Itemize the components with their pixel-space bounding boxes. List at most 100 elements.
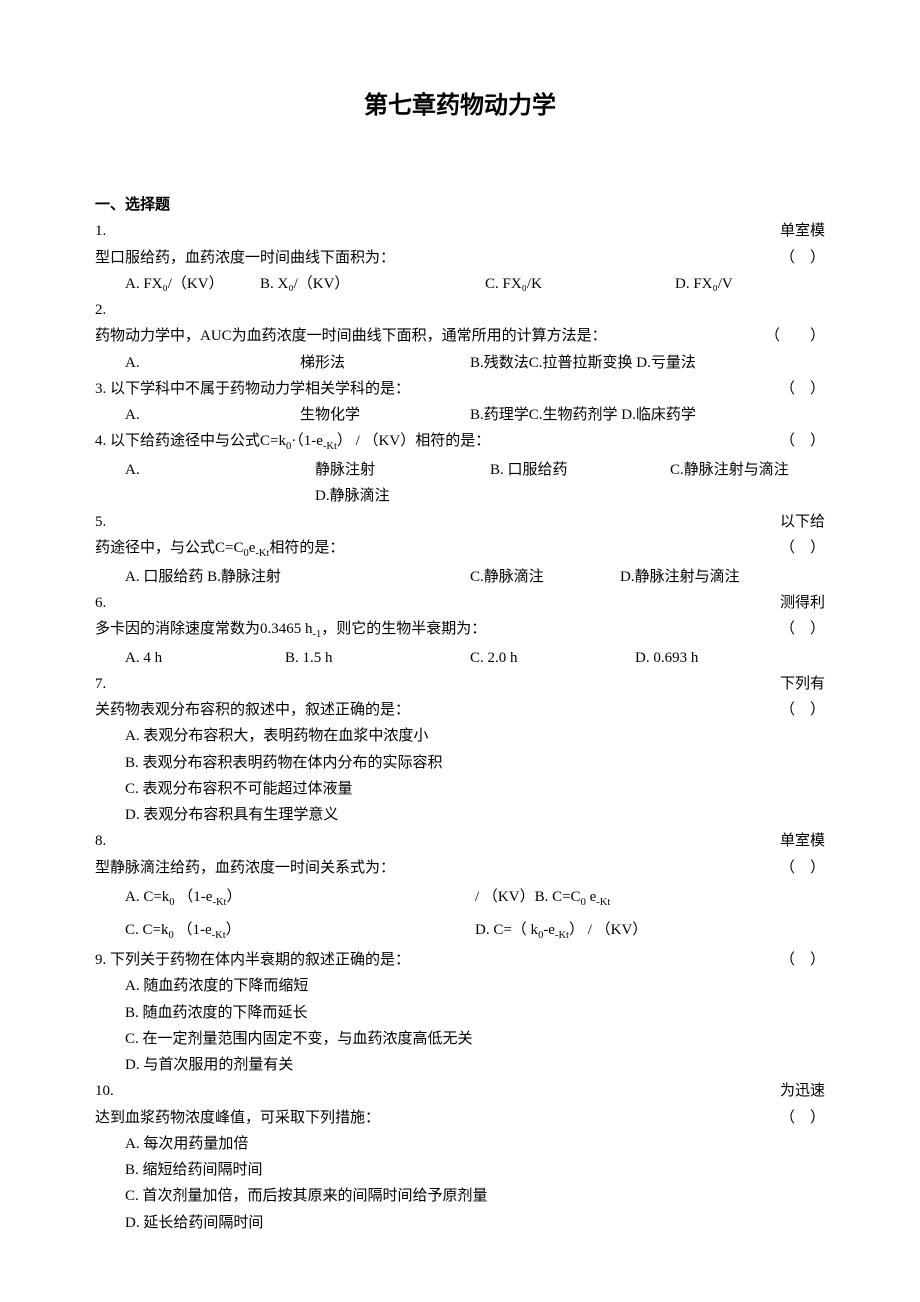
q6-pre: 多卡因的消除速度常数为0.3465 h (95, 621, 313, 637)
q9-optD: D. 与首次服用的剂量有关 (95, 1052, 825, 1078)
q2-body: 药物动力学中，AUC为血药浓度一时间曲线下面积，通常所用的计算方法是： (95, 323, 765, 349)
q7-num: 7. (95, 671, 780, 697)
q5-exp: -Kt (255, 548, 269, 559)
q7-optB: B. 表观分布容积表明药物在体内分布的实际容积 (95, 750, 825, 776)
q10-optA: A. 每次用药量加倍 (95, 1131, 825, 1157)
q6-optC: C. 2.0 h (470, 645, 635, 671)
q6-post: ，则它的生物半衰期为： (321, 621, 486, 637)
q8a-post: ） (226, 889, 241, 905)
q6-num: 6. (95, 590, 780, 616)
q1-tail: 单室模 (780, 218, 825, 244)
q6-tail: 测得利 (780, 590, 825, 616)
question-6: 6. 测得利 多卡因的消除速度常数为0.3465 h-1，则它的生物半衰期为： … (95, 590, 825, 671)
question-10: 10. 为迅速 达到血浆药物浓度峰值，可采取下列措施： （ ） A. 每次用药量… (95, 1078, 825, 1236)
q4-body: 4. 以下给药途径中与公式C=k0·（1-e-Kt） / （KV）相符的是： (95, 428, 780, 456)
question-1: 1. 单室模 型口服给药，血药浓度一时间曲线下面积为： （ ） A. FX₀/（… (95, 218, 825, 297)
q1-optB: B. X₀/（KV） (260, 271, 485, 297)
q8-tail: 单室模 (780, 828, 825, 854)
q5-paren: （ ） (780, 535, 825, 561)
q2-num: 2. (95, 297, 825, 323)
question-5: 5. 以下给 药途径中，与公式C=C0e-Kt相符的是： （ ） A. 口服给药… (95, 509, 825, 590)
question-4: 4. 以下给药途径中与公式C=k0·（1-e-Kt） / （KV）相符的是： （… (95, 428, 825, 509)
q10-body: 达到血浆药物浓度峰值，可采取下列措施： (95, 1105, 780, 1131)
q8b-exp: -Kt (596, 897, 610, 908)
q4-post: ） / （KV）相符的是： (337, 433, 490, 449)
q8b-mid: e (586, 889, 596, 905)
q4-pre: 4. 以下给药途径中与公式C=k (95, 433, 286, 449)
q8-num: 8. (95, 828, 780, 854)
q10-optD: D. 延长给药间隔时间 (95, 1210, 825, 1236)
q1-optC: C. FX₀/K (485, 271, 675, 297)
q8c-post: ） (226, 922, 241, 938)
q5-optA: A. 口服给药 B.静脉注射 (125, 564, 470, 590)
q8d-post: ） / （KV） (569, 922, 647, 938)
q10-optB: B. 缩短给药间隔时间 (95, 1157, 825, 1183)
q2-optRest: B.残数法C.拉普拉斯变换 D.亏量法 (470, 350, 696, 376)
q3-optRest: B.药理学C.生物药剂学 D.临床药学 (470, 402, 696, 428)
q7-optD: D. 表观分布容积具有生理学意义 (95, 802, 825, 828)
q5-pre: 药途径中，与公式C=C (95, 540, 243, 556)
q10-paren: （ ） (780, 1105, 825, 1131)
section-heading: 一、选择题 (95, 192, 825, 218)
q8-paren: （ ） (780, 855, 825, 881)
q3-optA: A. (125, 402, 300, 428)
q8d-mid: -e (543, 922, 555, 938)
q8d-exp: -Kt (555, 930, 569, 941)
q2-optA-label: 梯形法 (300, 350, 470, 376)
q10-optC: C. 首次剂量加倍，而后按其原来的间隔时间给予原剂量 (95, 1183, 825, 1209)
q1-paren: （ ） (780, 245, 825, 271)
q4-paren: （ ） (780, 428, 825, 454)
q5-optD: D.静脉注射与滴注 (620, 564, 740, 590)
q4-exp: -Kt (323, 441, 337, 452)
q7-paren: （ ） (780, 697, 825, 723)
q8-optD: D. C=（ k0-e-Kt） / （KV） (475, 914, 647, 947)
q8-body: 型静脉滴注给药，血药浓度一时间关系式为： (95, 855, 780, 881)
q1-body: 型口服给药，血药浓度一时间曲线下面积为： (95, 245, 780, 271)
q8b-pre: C=C (548, 889, 580, 905)
q2-paren: （ ） (765, 323, 825, 349)
q9-optA: A. 随血药浓度的下降而缩短 (95, 973, 825, 999)
q8a-exp: -Kt (212, 897, 226, 908)
q9-optB: B. 随血药浓度的下降而延长 (95, 1000, 825, 1026)
q5-body: 药途径中，与公式C=C0e-Kt相符的是： (95, 535, 780, 563)
q3-paren: （ ） (780, 376, 825, 402)
q8c-exp: -Kt (212, 930, 226, 941)
q8a-mid: （1-e (175, 889, 213, 905)
question-2: 2. 药物动力学中，AUC为血药浓度一时间曲线下面积，通常所用的计算方法是： （… (95, 297, 825, 376)
q4-optC: C.静脉注射与滴注 (670, 457, 789, 483)
q8a-tail: / （KV）B. (475, 889, 548, 905)
q4-mid: ·（1-e (291, 433, 323, 449)
q10-num: 10. (95, 1078, 780, 1104)
q1-optA: A. FX₀/（KV） (125, 271, 260, 297)
question-8: 8. 单室模 型静脉滴注给药，血药浓度一时间关系式为： （ ） A. C=k0 … (95, 828, 825, 947)
question-7: 7. 下列有 关药物表观分布容积的叙述中，叙述正确的是： （ ） A. 表观分布… (95, 671, 825, 829)
q4-optB: B. 口服给药 (490, 457, 670, 483)
q3-body: 3. 以下学科中不属于药物动力学相关学科的是： (95, 376, 780, 402)
q8c-mid: （1-e (174, 922, 212, 938)
q5-tail: 以下给 (780, 509, 825, 535)
q8d-pre: D. C=（ k (475, 922, 538, 938)
q8c-pre: C. C=k (125, 922, 168, 938)
q9-paren: （ ） (780, 947, 825, 973)
q6-optB: B. 1.5 h (285, 645, 470, 671)
q4-optA-label: 静脉注射 (315, 457, 490, 483)
q7-optA: A. 表观分布容积大，表明药物在血浆中浓度小 (95, 723, 825, 749)
chapter-title: 第七章药物动力学 (95, 85, 825, 127)
question-3: 3. 以下学科中不属于药物动力学相关学科的是： （ ） A. 生物化学 B.药理… (95, 376, 825, 429)
q2-optA: A. (125, 350, 300, 376)
q8a-pre: A. C=k (125, 889, 169, 905)
question-9: 9. 下列关于药物在体内半衰期的叙述正确的是： （ ） A. 随血药浓度的下降而… (95, 947, 825, 1078)
q1-optD: D. FX₀/V (675, 271, 733, 297)
q3-optA-label: 生物化学 (300, 402, 470, 428)
q8-optAB-tail: / （KV）B. C=C0 e-Kt (475, 881, 610, 914)
q5-post: 相符的是： (269, 540, 344, 556)
q8-optC: C. C=k0 （1-e-Kt） (125, 914, 475, 947)
q7-optC: C. 表观分布容积不可能超过体液量 (95, 776, 825, 802)
q6-optA: A. 4 h (125, 645, 285, 671)
q1-num: 1. (95, 218, 780, 244)
q7-tail: 下列有 (780, 671, 825, 697)
q9-optC: C. 在一定剂量范围内固定不变，与血药浓度高低无关 (95, 1026, 825, 1052)
q9-body: 9. 下列关于药物在体内半衰期的叙述正确的是： (95, 947, 780, 973)
q6-exp: -1 (313, 629, 322, 640)
q6-paren: （ ） (780, 616, 825, 642)
